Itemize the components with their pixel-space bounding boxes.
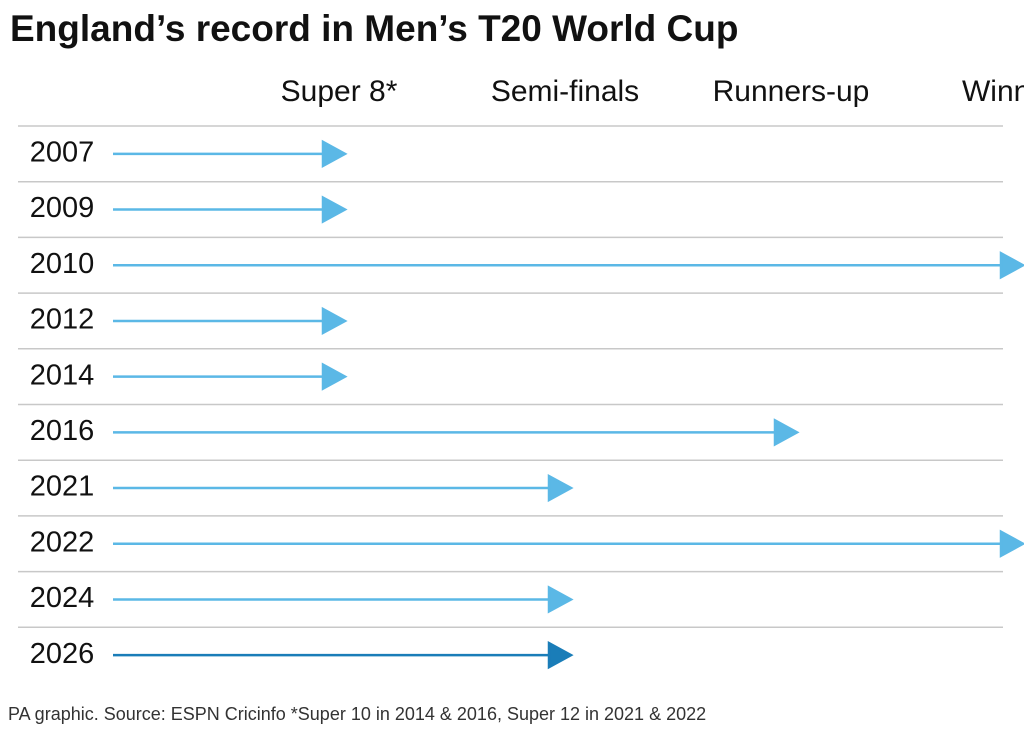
arrow: [113, 306, 348, 336]
year-label: 2024: [30, 582, 95, 614]
year-label: 2016: [30, 415, 95, 447]
arrow: [113, 641, 574, 670]
year-label: 2026: [30, 638, 95, 670]
arrow: [113, 195, 348, 224]
arrow: [113, 529, 1024, 558]
chart-title: England’s record in Men’s T20 World Cup: [10, 8, 738, 49]
arrow: [113, 473, 574, 503]
x-tick-label: Runners-up: [713, 75, 870, 108]
arrow: [113, 251, 1024, 280]
x-tick-label: Winners: [962, 75, 1024, 108]
arrow: [113, 139, 348, 168]
year-label: 2012: [30, 304, 95, 336]
year-label: 2021: [30, 471, 95, 503]
year-label: 2014: [30, 359, 95, 391]
arrow: [113, 418, 800, 447]
arrow: [113, 362, 348, 391]
year-label: 2009: [30, 192, 95, 224]
year-label: 2007: [30, 137, 95, 169]
x-tick-label: Semi-finals: [491, 75, 639, 108]
footnote: PA graphic. Source: ESPN Cricinfo *Super…: [8, 704, 706, 724]
x-tick-label: Super 8*: [281, 75, 398, 108]
year-label: 2022: [30, 526, 95, 558]
arrow: [113, 585, 574, 614]
year-label: 2010: [30, 248, 95, 280]
